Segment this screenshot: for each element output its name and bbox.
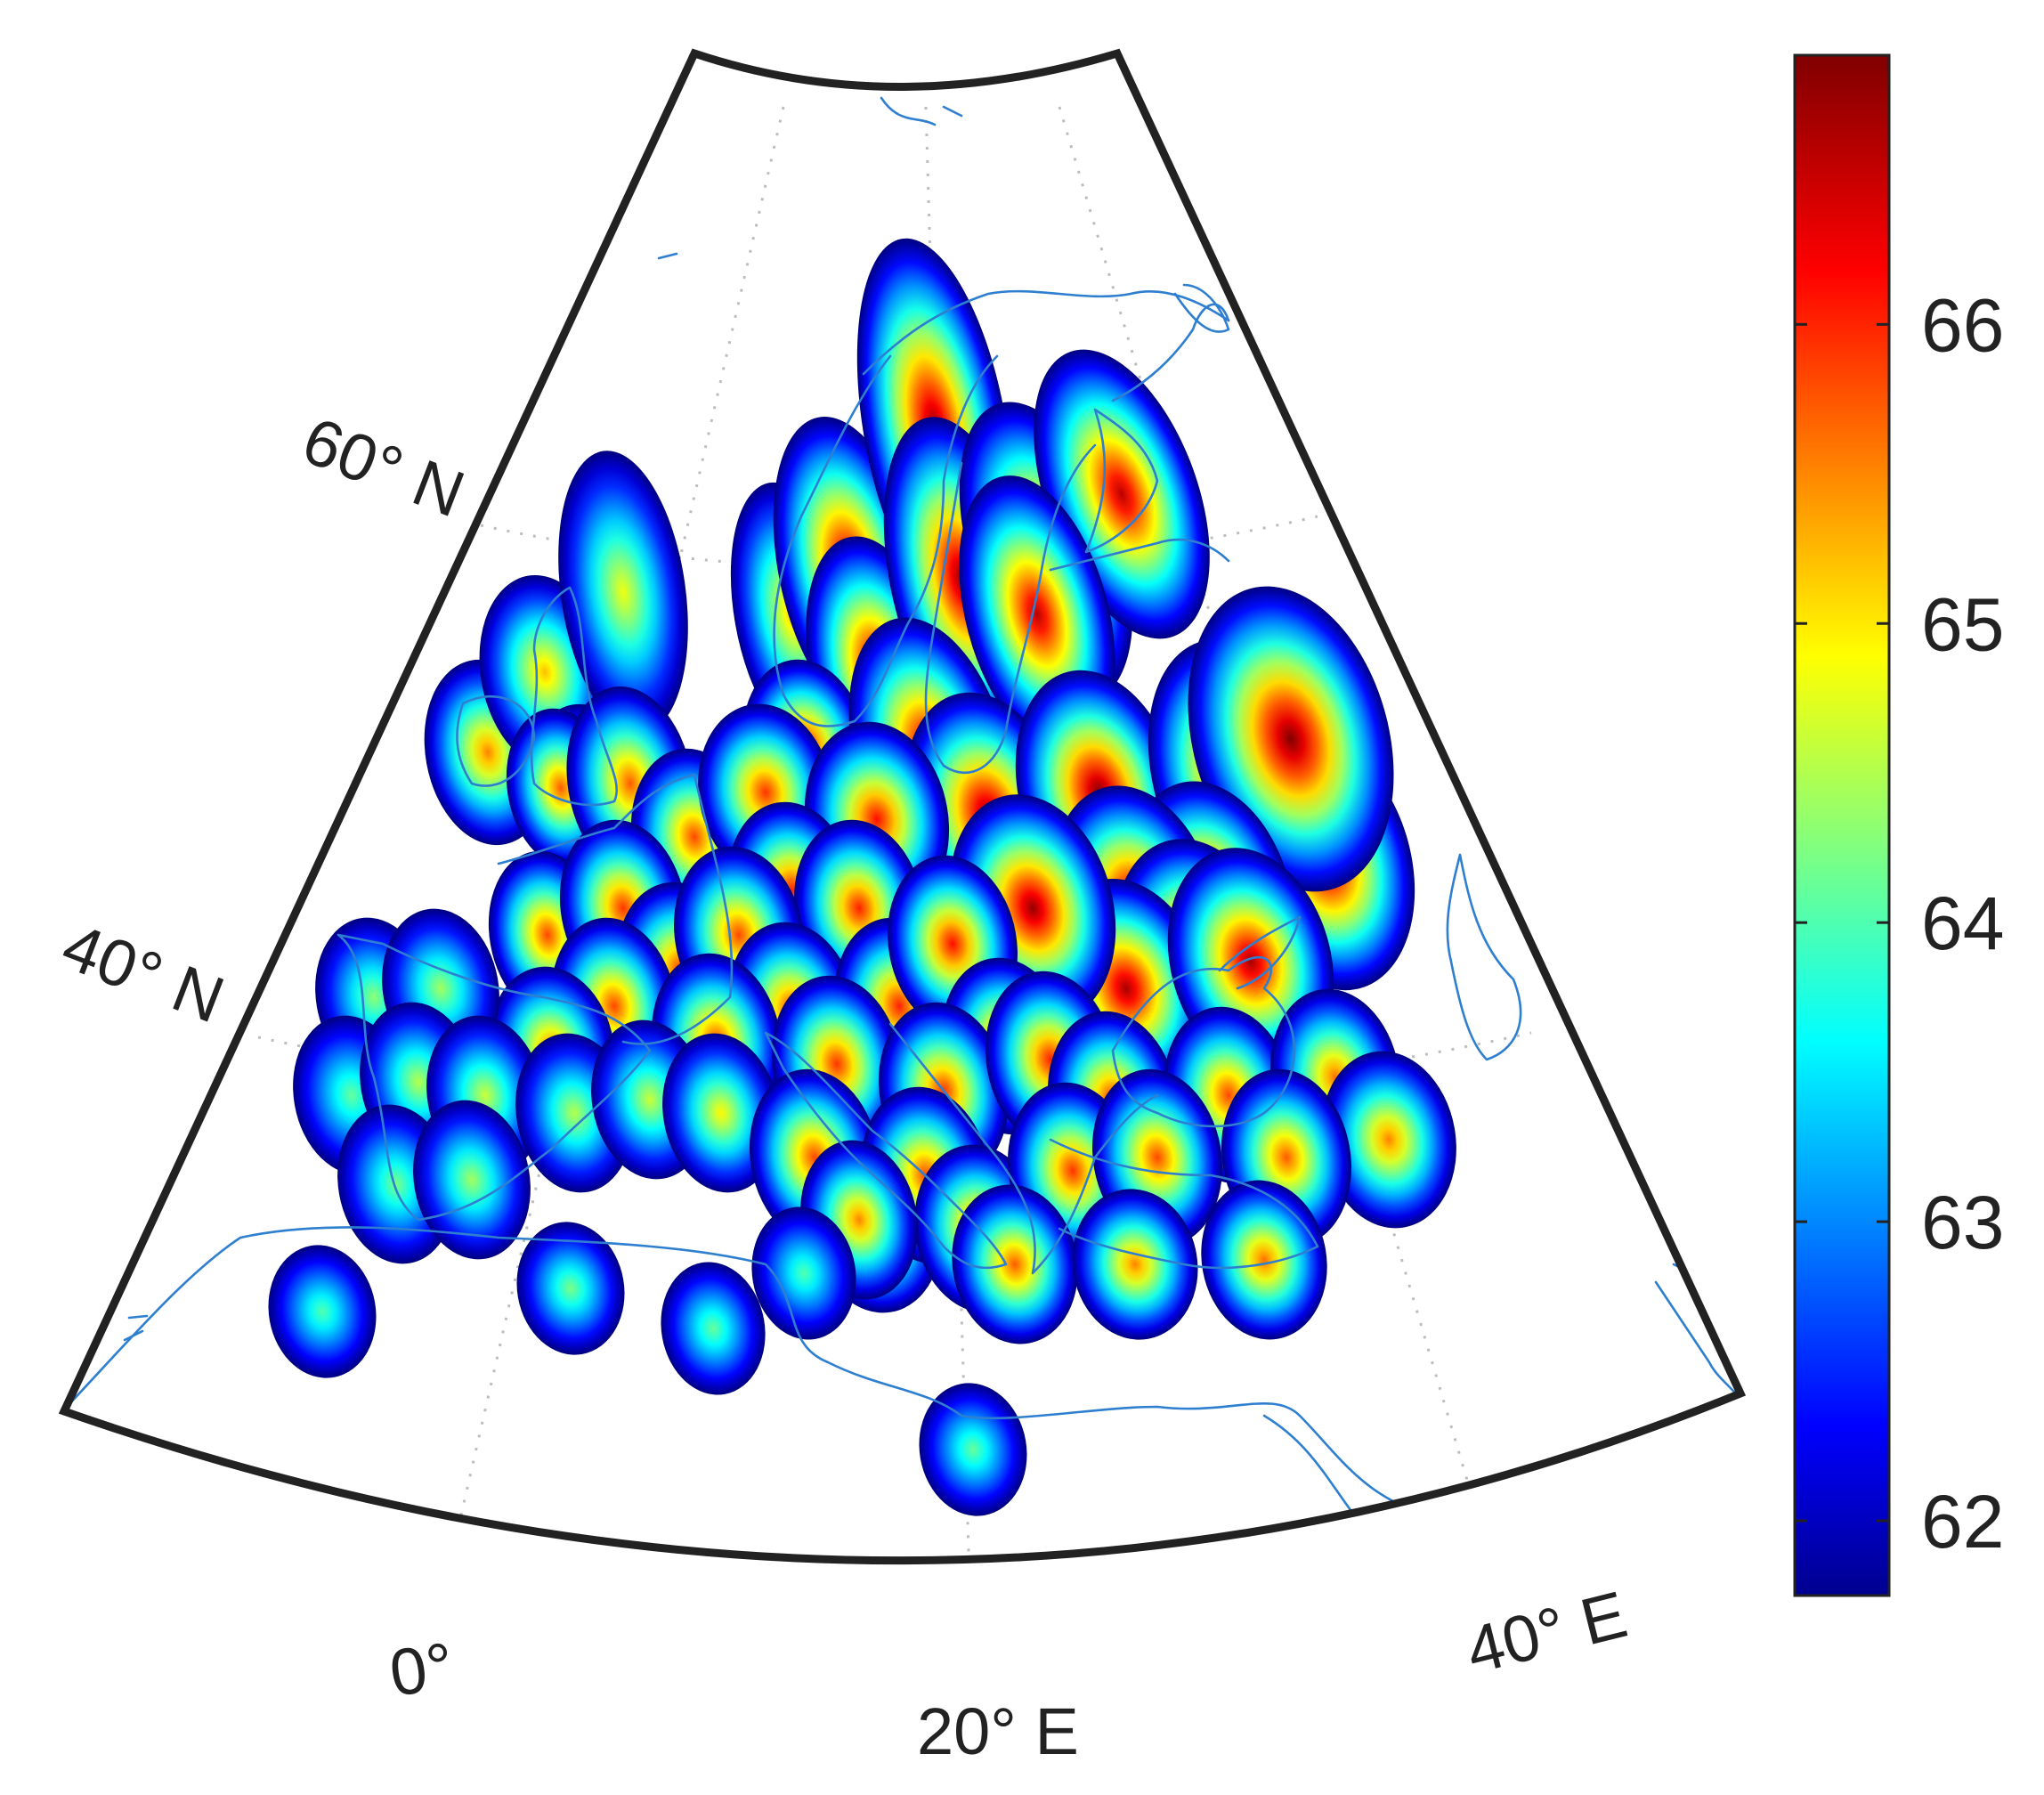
colorbar-ticks: 62 63 64 65 66 xyxy=(1795,283,2004,1564)
coast-canary xyxy=(123,1314,149,1342)
coast-italy xyxy=(764,1031,1008,1270)
coast-baltic xyxy=(924,443,1097,775)
coast-turkey xyxy=(1049,1138,1319,1270)
cell-algeria xyxy=(516,1222,625,1355)
cell-cyprus xyxy=(1201,1180,1327,1340)
coast-crimea xyxy=(1218,915,1302,990)
coast-arctic-island xyxy=(1173,283,1230,333)
data-cells xyxy=(268,238,1456,1516)
cell-crete xyxy=(952,1184,1078,1344)
coast-france xyxy=(497,773,734,1045)
colorbar-tick-label: 64 xyxy=(1921,881,2004,965)
coast-caspian xyxy=(1446,853,1522,1061)
coast-uk xyxy=(530,586,619,807)
coast-iberia xyxy=(337,933,652,1222)
cell-caucasus xyxy=(1321,1051,1456,1229)
map-frame xyxy=(58,48,1747,1565)
coast-black-sea xyxy=(1111,955,1296,1128)
coast-white-sea xyxy=(1084,408,1159,554)
longitude-labels: 0° 20° E 40° E xyxy=(385,1577,1634,1768)
coastlines xyxy=(65,96,1740,1532)
coast-svalbard-islands xyxy=(880,96,963,126)
coast-iceland-bit xyxy=(657,252,678,260)
cell-anatolia-s xyxy=(1072,1189,1198,1340)
colorbar-tick-label: 65 xyxy=(1921,582,2004,666)
coast-gulf-finland xyxy=(1049,538,1230,572)
lat-label-60: 60° N xyxy=(293,402,474,531)
lon-label-0: 0° xyxy=(385,1628,458,1710)
colorbar-body xyxy=(1793,53,1891,1597)
lon-label-40: 40° E xyxy=(1459,1577,1634,1688)
lat-label-40: 40° N xyxy=(53,908,233,1036)
cell-morocco xyxy=(268,1245,377,1378)
colorbar-tick-label: 62 xyxy=(1921,1480,2004,1564)
cell-valencia xyxy=(413,1100,531,1260)
cell-libya xyxy=(751,1206,856,1340)
cell-egypt xyxy=(919,1383,1027,1516)
lon-label-20: 20° E xyxy=(917,1694,1079,1768)
cell-tunisia xyxy=(661,1262,766,1395)
coast-ireland xyxy=(456,694,536,787)
coast-scandinavia xyxy=(773,354,999,727)
cell-shetland xyxy=(558,451,688,734)
colorbar-tick-label: 63 xyxy=(1921,1181,2004,1264)
coast-red-sea xyxy=(1654,1280,1740,1409)
colorbar: 62 63 64 65 66 xyxy=(1793,53,2004,1597)
coast-north-cape xyxy=(862,289,1230,376)
coast-balkans xyxy=(888,1022,1159,1275)
coast-europe-outline xyxy=(65,1226,1426,1515)
colorbar-tick-label: 66 xyxy=(1921,283,2004,367)
